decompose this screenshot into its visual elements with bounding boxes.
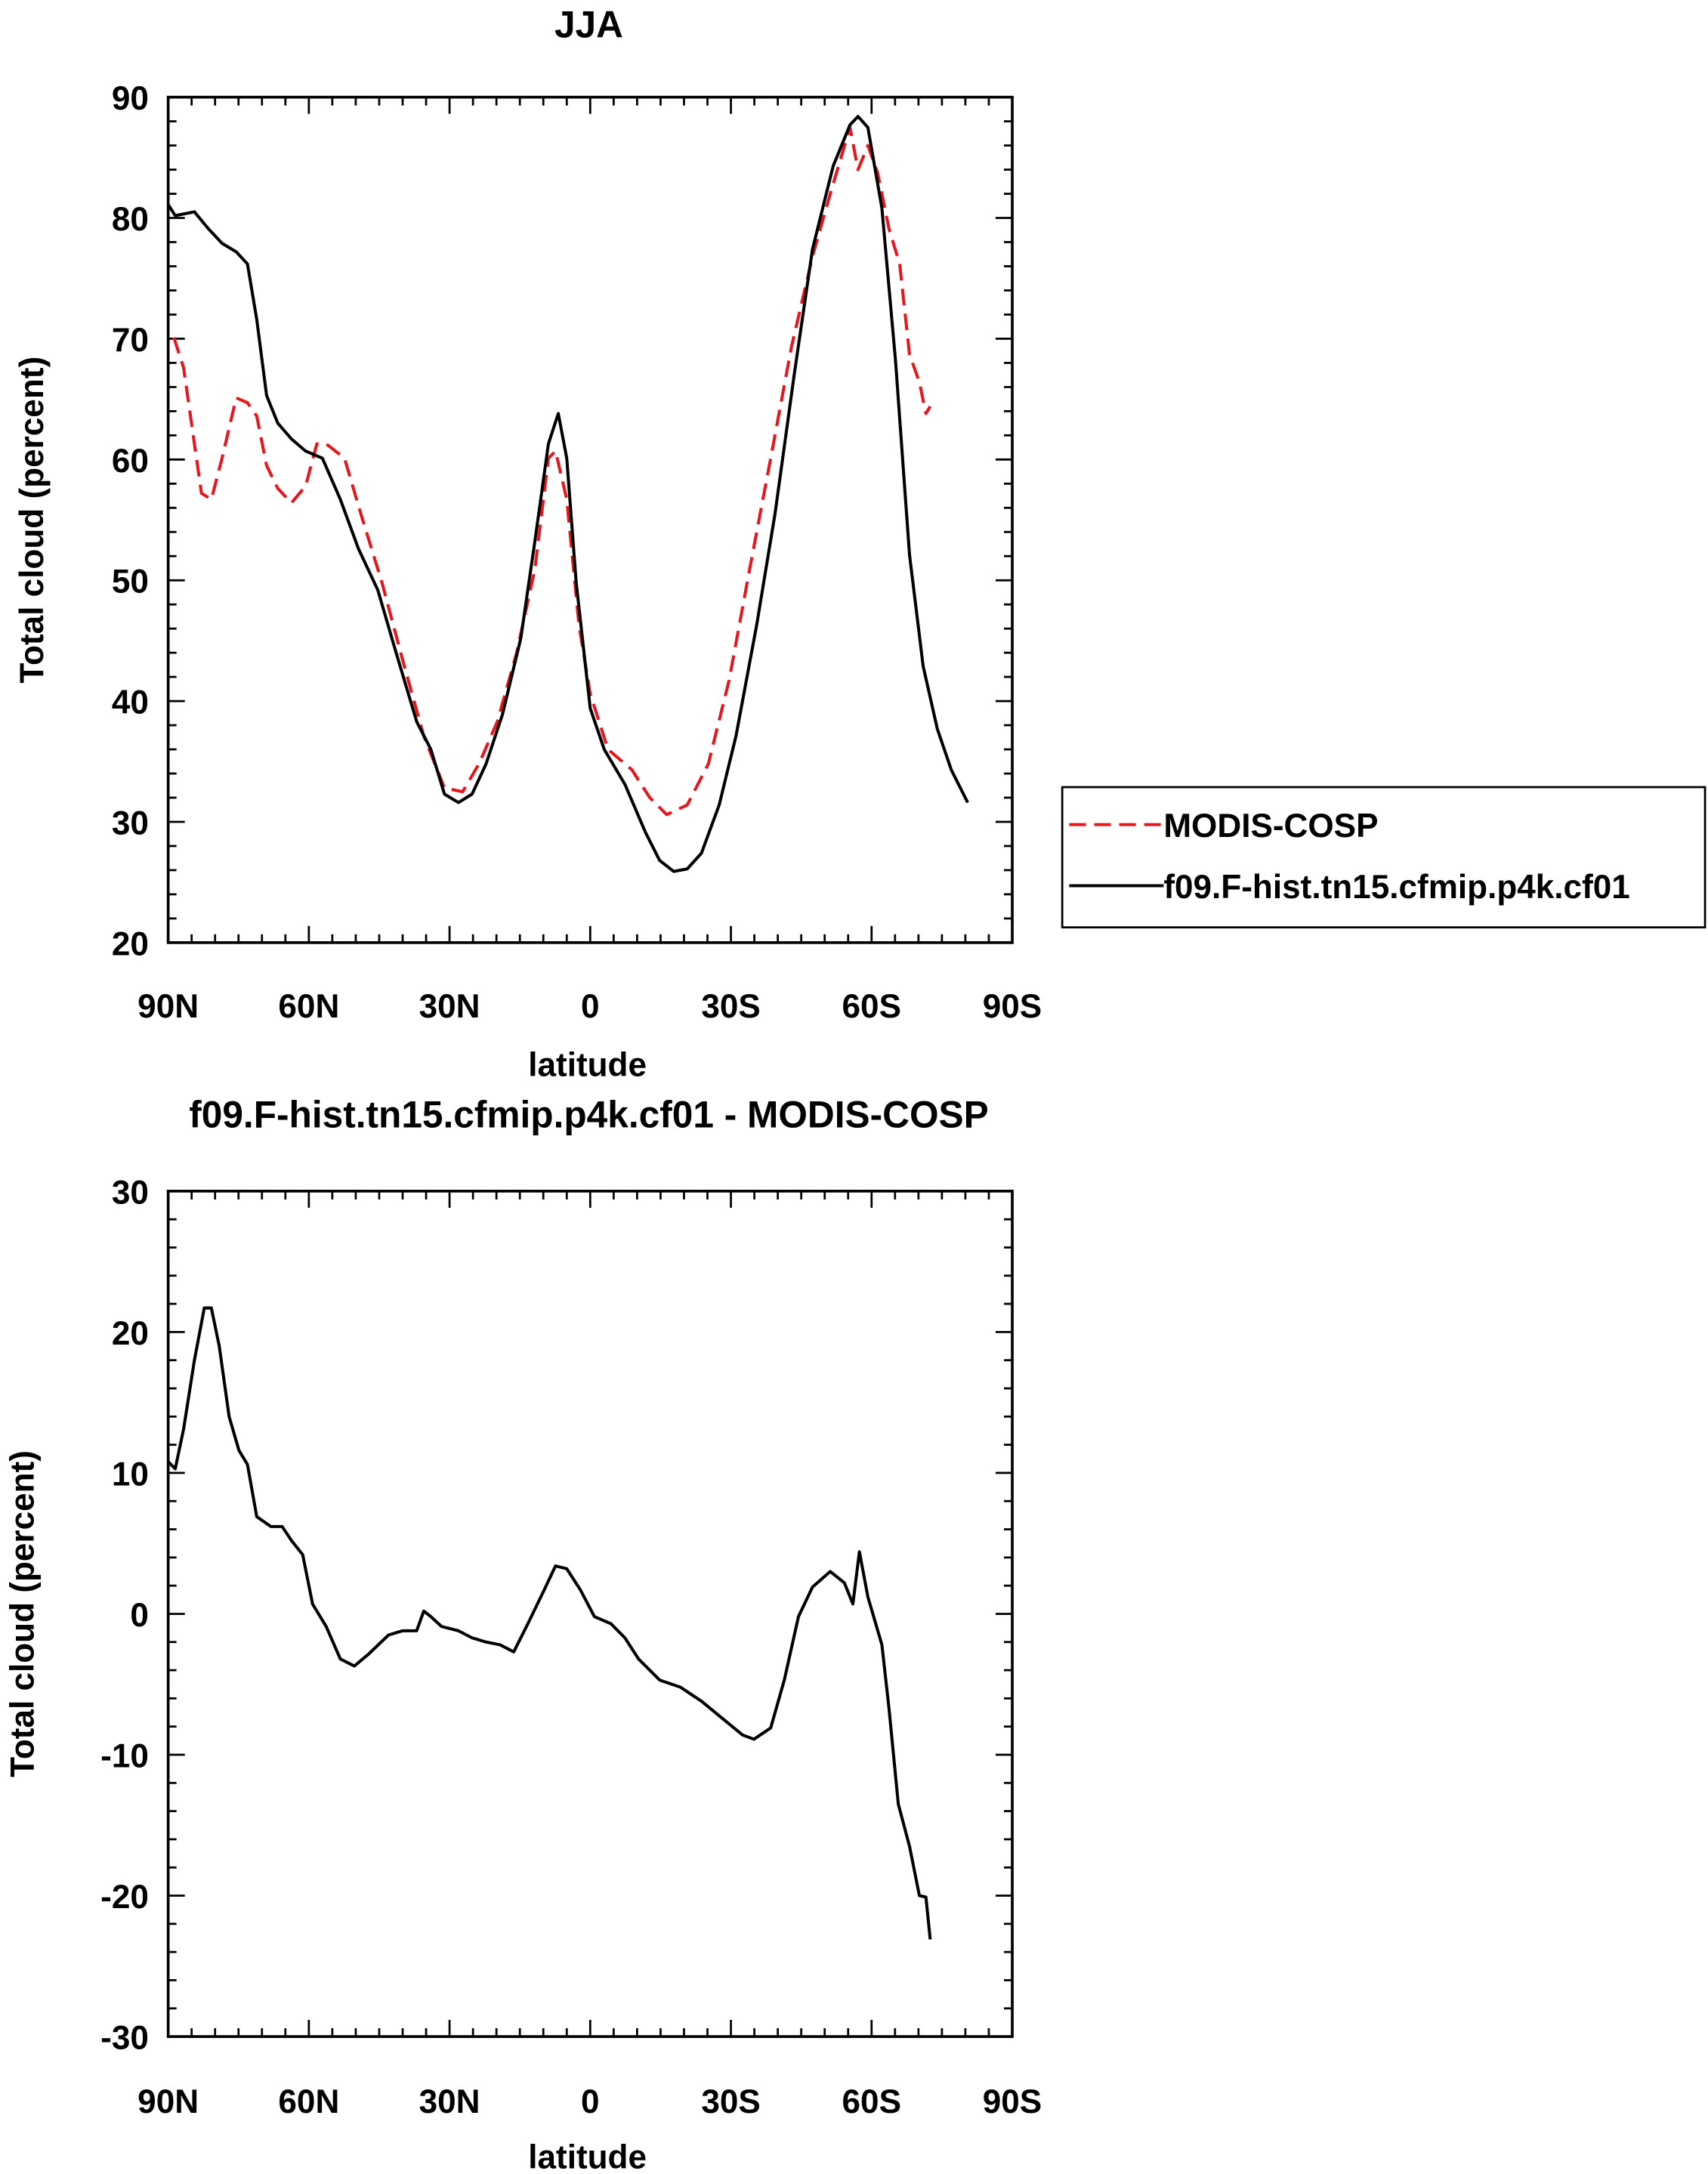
- x-tick-label: 90S: [983, 2083, 1042, 2120]
- plot-frame: [166, 1189, 1014, 2038]
- series-line-modis-cosp: [172, 125, 932, 817]
- x-axis-label: latitude: [528, 1046, 647, 1083]
- legend-label: MODIS-COSP: [1163, 808, 1378, 845]
- chart-title: JJA: [554, 4, 623, 46]
- x-tick-label: 60N: [278, 988, 339, 1025]
- y-tick-label: 60: [112, 443, 149, 480]
- y-tick-label: 30: [112, 1174, 149, 1211]
- y-axis-label: Total cloud (percent): [4, 1450, 41, 1777]
- y-tick-label: 40: [112, 684, 149, 721]
- chart-title: f09.F-hist.tn15.cfmip.p4k.cf01 - MODIS-C…: [189, 1093, 989, 1135]
- x-tick-label: 0: [581, 988, 600, 1025]
- x-tick-label: 30S: [701, 2083, 760, 2120]
- y-tick-label: 20: [112, 925, 149, 962]
- x-axis-label: latitude: [528, 2139, 647, 2174]
- y-tick-label: 20: [112, 1315, 149, 1352]
- x-tick-label: 90N: [137, 988, 199, 1025]
- y-tick-label: 0: [130, 1597, 149, 1634]
- x-tick-label: 60S: [842, 988, 901, 1025]
- y-tick-label: -10: [100, 1738, 149, 1775]
- y-tick-label: 80: [112, 201, 149, 238]
- x-tick-label: 30N: [419, 988, 480, 1025]
- x-tick-label: 90S: [983, 988, 1042, 1025]
- y-axis-label: Total cloud (percent): [14, 357, 51, 684]
- x-tick-label: 30N: [419, 2083, 480, 2120]
- y-tick-label: -30: [100, 2020, 149, 2057]
- x-tick-label: 60N: [278, 2083, 339, 2120]
- series-line-difference: [167, 1306, 932, 1940]
- chart-panel-1: f09.F-hist.tn15.cfmip.p4k.cf01 - MODIS-C…: [4, 1093, 1042, 2174]
- x-tick-label: 90N: [137, 2083, 199, 2120]
- legend-box: [1061, 786, 1706, 929]
- legend: MODIS-COSP f09.F-hist.tn15.cfmip.p4k.cf01: [1061, 786, 1706, 929]
- legend-label: f09.F-hist.tn15.cfmip.p4k.cf01: [1163, 869, 1630, 906]
- y-tick-label: 30: [112, 805, 149, 842]
- chart-panel-0: JJA 90N 60N 30N 0 30S 60S 90S 20 30 40 50 60 70 80 90 la…: [14, 4, 1706, 1083]
- y-tick-label: 70: [112, 322, 149, 359]
- x-tick-label: 30S: [701, 988, 760, 1025]
- x-tick-label: 0: [581, 2083, 600, 2120]
- y-tick-label: -20: [100, 1879, 149, 1916]
- y-tick-label: 10: [112, 1456, 149, 1493]
- y-tick-label: 90: [112, 80, 149, 117]
- y-tick-label: 50: [112, 564, 149, 601]
- series-line-f09-f-hist-tn15-cfmip-p4k-cf01: [166, 115, 969, 873]
- x-tick-label: 60S: [842, 2083, 901, 2120]
- plot-frame: [166, 95, 1014, 944]
